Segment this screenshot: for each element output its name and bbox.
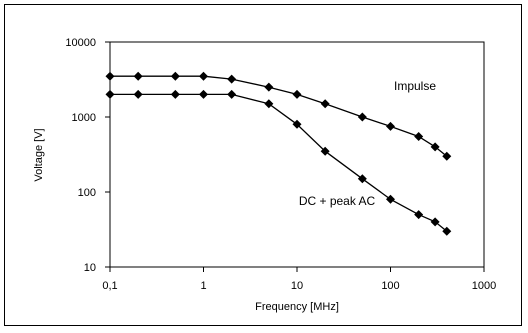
data-point-marker (430, 217, 440, 227)
data-point-marker (357, 174, 367, 184)
x-tick-label: 0,1 (102, 280, 117, 292)
data-point-marker (264, 82, 274, 92)
series-line-2 (110, 93, 448, 232)
x-tick-label: 1 (200, 280, 206, 292)
series-group (105, 71, 452, 236)
data-point-marker (264, 99, 274, 109)
x-axis-ticks: 0,1 1 10 100 1000 (102, 267, 496, 292)
y-axis-label: Voltage [V] (33, 128, 45, 181)
chart-frame (4, 4, 522, 326)
annotations: Impulse DC + peak AC (299, 79, 437, 208)
y-tick-label: 1000 (72, 112, 96, 124)
data-point-marker (414, 131, 424, 141)
data-point-marker (386, 121, 395, 131)
data-point-marker (386, 194, 395, 204)
y-tick-label: 10 (84, 262, 96, 274)
x-tick-label: 10 (291, 280, 303, 292)
data-point-marker (133, 89, 143, 99)
data-point-marker (430, 142, 440, 152)
x-axis-label: Frequency [MHz] (255, 301, 339, 313)
data-point-marker (442, 151, 452, 161)
data-point-marker (292, 119, 302, 129)
data-point-marker (133, 71, 143, 81)
data-point-marker (320, 99, 330, 109)
data-point-marker (170, 89, 180, 99)
data-point-marker (414, 210, 424, 220)
data-point-marker (105, 89, 115, 99)
data-point-marker (199, 71, 208, 81)
data-point-marker (227, 74, 237, 84)
series-annotation: DC + peak AC (299, 194, 376, 208)
data-point-marker (442, 226, 452, 236)
data-point-marker (320, 146, 330, 156)
y-axis-ticks: 10 100 1000 10000 (65, 37, 110, 274)
data-point-marker (357, 112, 367, 122)
x-tick-label: 100 (381, 280, 399, 292)
data-point-marker (199, 89, 208, 99)
data-point-marker (105, 71, 115, 81)
x-tick-label: 1000 (472, 280, 496, 292)
y-tick-label: 10000 (65, 37, 96, 49)
series-annotation: Impulse (394, 79, 436, 93)
y-tick-label: 100 (78, 187, 96, 199)
data-point-marker (170, 71, 180, 81)
data-point-marker (227, 89, 237, 99)
data-point-marker (292, 89, 302, 99)
